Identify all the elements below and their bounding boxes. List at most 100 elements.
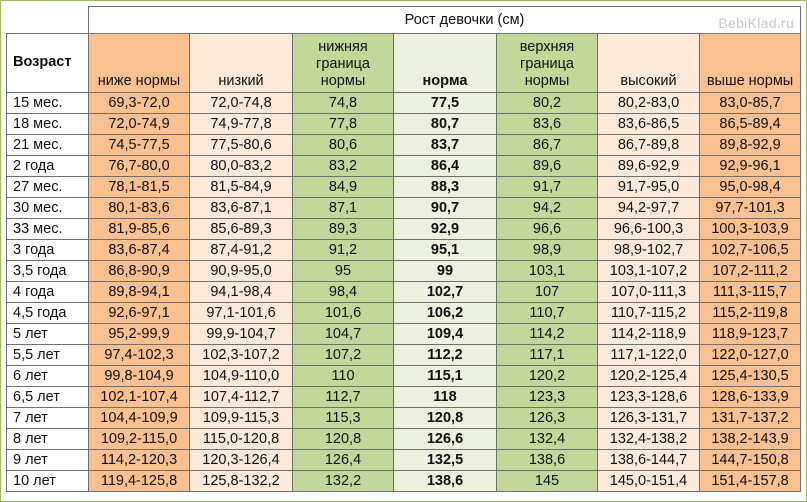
above-norm-cell: 118,9-123,7 (698, 323, 802, 345)
table-row: 5 лет 95,2-99,9 99,9-104,7 104,7 109,4 114,2 1… (6, 323, 802, 345)
above-norm-cell: 97,7-101,3 (698, 197, 802, 219)
age-cell: 6 лет (6, 365, 89, 387)
header-low: низкий (189, 33, 293, 93)
upper-bound-cell: 110,7 (496, 302, 598, 324)
high-cell: 107,0-111,3 (597, 281, 700, 303)
header-upper-bound: верхняя граница нормы (496, 33, 598, 93)
above-norm-cell: 138,2-143,9 (698, 428, 802, 450)
high-cell: 120,2-125,4 (597, 365, 700, 387)
norm-cell: 112,2 (393, 344, 497, 366)
lower-bound-cell: 95 (292, 260, 394, 282)
upper-bound-cell: 80,2 (496, 92, 598, 114)
header-row: Возраст ниже нормы низкий нижняя граница… (6, 33, 802, 93)
upper-bound-cell: 126,3 (496, 407, 598, 429)
above-norm-cell: 95,0-98,4 (698, 176, 802, 198)
lower-bound-cell: 110 (292, 365, 394, 387)
high-cell: 94,2-97,7 (597, 197, 700, 219)
age-cell: 8 лет (6, 428, 89, 450)
norm-cell: 88,3 (393, 176, 497, 198)
below-norm-cell: 78,1-81,5 (88, 176, 190, 198)
low-cell: 97,1-101,6 (189, 302, 293, 324)
lower-bound-cell: 89,3 (292, 218, 394, 240)
low-cell: 80,0-83,2 (189, 155, 293, 177)
lower-bound-cell: 77,8 (292, 113, 394, 135)
low-cell: 104,9-110,0 (189, 365, 293, 387)
low-cell: 109,9-115,3 (189, 407, 293, 429)
below-norm-cell: 104,4-109,9 (88, 407, 190, 429)
high-cell: 138,6-144,7 (597, 449, 700, 471)
lower-bound-cell: 83,2 (292, 155, 394, 177)
girl-height-table: Рост девочки (см) BebiKlad.ru Возраст ни… (6, 6, 802, 492)
age-cell: 27 мес. (6, 176, 89, 198)
low-cell: 77,5-80,6 (189, 134, 293, 156)
age-cell: 4,5 года (6, 302, 89, 324)
high-cell: 89,6-92,9 (597, 155, 700, 177)
low-cell: 107,4-112,7 (189, 386, 293, 408)
norm-cell: 126,6 (393, 428, 497, 450)
header-below-norm: ниже нормы (88, 33, 190, 93)
upper-bound-cell: 120,2 (496, 365, 598, 387)
age-cell: 33 мес. (6, 218, 89, 240)
below-norm-cell: 102,1-107,4 (88, 386, 190, 408)
age-cell: 5 лет (6, 323, 89, 345)
age-cell: 18 мес. (6, 113, 89, 135)
low-cell: 102,3-107,2 (189, 344, 293, 366)
below-norm-cell: 92,6-97,1 (88, 302, 190, 324)
below-norm-cell: 86,8-90,9 (88, 260, 190, 282)
lower-bound-cell: 107,2 (292, 344, 394, 366)
above-norm-cell: 100,3-103,9 (698, 218, 802, 240)
low-cell: 90,9-95,0 (189, 260, 293, 282)
low-cell: 125,8-132,2 (189, 470, 293, 492)
below-norm-cell: 69,3-72,0 (88, 92, 190, 114)
high-cell: 110,7-115,2 (597, 302, 700, 324)
low-cell: 94,1-98,4 (189, 281, 293, 303)
table-row: 15 мес. 69,3-72,0 72,0-74,8 74,8 77,5 80,2 80,… (6, 92, 802, 114)
table-row: 30 мес. 80,1-83,6 83,6-87,1 87,1 90,7 94,2 94,… (6, 197, 802, 219)
norm-cell: 83,7 (393, 134, 497, 156)
table-row: 7 лет 104,4-109,9 109,9-115,3 115,3 120,8 126… (6, 407, 802, 429)
below-norm-cell: 114,2-120,3 (88, 449, 190, 471)
below-norm-cell: 83,6-87,4 (88, 239, 190, 261)
age-cell: 15 мес. (6, 92, 89, 114)
table-row: 27 мес. 78,1-81,5 81,5-84,9 84,9 88,3 91,7 91,… (6, 176, 802, 198)
low-cell: 72,0-74,8 (189, 92, 293, 114)
age-cell: 21 мес. (6, 134, 89, 156)
above-norm-cell: 131,7-137,2 (698, 407, 802, 429)
norm-cell: 102,7 (393, 281, 497, 303)
table-row: 9 лет 114,2-120,3 120,3-126,4 126,4 132,5 138… (6, 449, 802, 471)
norm-cell: 118 (393, 386, 497, 408)
upper-bound-cell: 145 (496, 470, 598, 492)
table-title-cell: Рост девочки (см) BebiKlad.ru (87, 6, 802, 34)
table-row: 18 мес. 72,0-74,9 74,9-77,8 77,8 80,7 83,6 83,… (6, 113, 802, 135)
age-cell: 30 мес. (6, 197, 89, 219)
lower-bound-cell: 84,9 (292, 176, 394, 198)
norm-cell: 106,2 (393, 302, 497, 324)
norm-cell: 120,8 (393, 407, 497, 429)
low-cell: 87,4-91,2 (189, 239, 293, 261)
upper-bound-cell: 94,2 (496, 197, 598, 219)
high-cell: 86,7-89,8 (597, 134, 700, 156)
age-cell: 10 лет (6, 470, 89, 492)
above-norm-cell: 144,7-150,8 (698, 449, 802, 471)
low-cell: 74,9-77,8 (189, 113, 293, 135)
table-row: 3,5 года 86,8-90,9 90,9-95,0 95 99 103,1 103,1… (6, 260, 802, 282)
norm-cell: 95,1 (393, 239, 497, 261)
age-cell: 3,5 года (6, 260, 89, 282)
lower-bound-cell: 120,8 (292, 428, 394, 450)
below-norm-cell: 109,2-115,0 (88, 428, 190, 450)
below-norm-cell: 89,8-94,1 (88, 281, 190, 303)
norm-cell: 138,6 (393, 470, 497, 492)
below-norm-cell: 95,2-99,9 (88, 323, 190, 345)
header-above-norm: выше нормы (698, 33, 802, 93)
norm-cell: 77,5 (393, 92, 497, 114)
high-cell: 145,0-151,4 (597, 470, 700, 492)
lower-bound-cell: 98,4 (292, 281, 394, 303)
below-norm-cell: 76,7-80,0 (88, 155, 190, 177)
below-norm-cell: 74,5-77,5 (88, 134, 190, 156)
lower-bound-cell: 74,8 (292, 92, 394, 114)
upper-bound-cell: 123,3 (496, 386, 598, 408)
norm-cell: 86,4 (393, 155, 497, 177)
above-norm-cell: 128,6-133,9 (698, 386, 802, 408)
above-norm-cell: 125,4-130,5 (698, 365, 802, 387)
